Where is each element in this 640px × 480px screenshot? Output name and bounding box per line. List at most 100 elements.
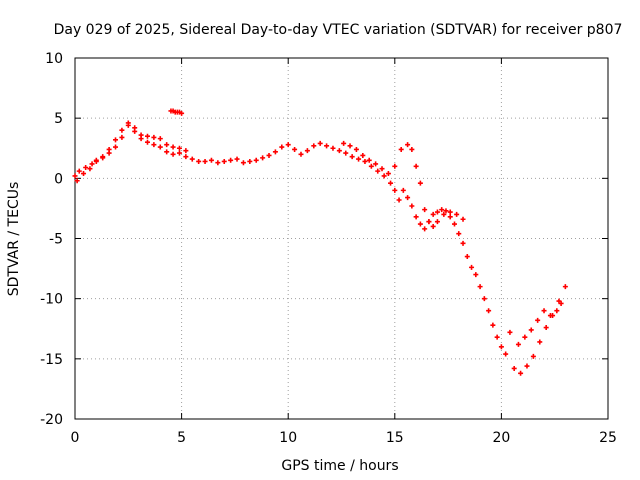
data-point-s1-30	[413, 163, 419, 169]
data-point-s1-20	[353, 146, 359, 152]
data-point-s0-69	[469, 264, 475, 270]
data-point-s0-61	[434, 209, 440, 215]
data-point-s2-16	[515, 341, 521, 347]
data-point-s2-15	[522, 334, 528, 340]
data-point-s1-5	[106, 150, 112, 156]
data-point-s0-2	[83, 165, 89, 171]
data-point-s0-56	[413, 214, 419, 220]
data-point-s0-63	[443, 208, 449, 214]
data-point-s0-31	[266, 152, 272, 158]
data-point-s0-12	[144, 139, 150, 145]
data-point-s0-58	[422, 226, 428, 232]
y-axis-label: SDTVAR / TECUs	[6, 182, 22, 297]
data-point-s2-10	[554, 308, 560, 314]
data-point-s0-72	[481, 296, 487, 302]
data-point-s0-38	[311, 143, 317, 149]
series-0	[72, 122, 513, 357]
data-point-s2-13	[535, 317, 541, 323]
data-point-s1-21	[360, 152, 366, 158]
data-point-s1-23	[373, 161, 379, 167]
data-point-s0-19	[189, 156, 195, 162]
data-point-s1-13	[157, 136, 163, 142]
data-point-s0-25	[228, 157, 234, 163]
data-points	[72, 108, 568, 376]
data-point-s0-46	[362, 158, 368, 164]
y-tick-label-3: -5	[49, 232, 63, 248]
data-point-s1-9	[132, 125, 138, 131]
data-point-s1-4	[100, 154, 106, 160]
data-point-s0-78	[507, 329, 513, 335]
grid-lines	[75, 58, 608, 419]
data-point-s0-51	[392, 187, 398, 193]
data-point-s0-0	[72, 173, 78, 179]
data-point-s0-49	[381, 173, 387, 179]
y-tick-label-0: -20	[40, 412, 63, 428]
data-point-s2-4	[537, 339, 543, 345]
data-point-s1-11	[144, 133, 150, 139]
axis-ticks	[74, 57, 609, 420]
data-point-s2-12	[541, 308, 547, 314]
data-point-s0-44	[349, 154, 355, 160]
data-point-s0-39	[317, 140, 323, 146]
data-point-s0-30	[260, 155, 266, 161]
data-point-s1-29	[409, 146, 415, 152]
data-point-s0-29	[253, 157, 259, 163]
y-tick-label-6: 10	[45, 51, 63, 67]
data-point-s1-3	[93, 158, 99, 164]
data-point-s0-36	[298, 151, 304, 157]
data-point-s0-54	[405, 195, 411, 201]
y-tick-label-1: -15	[40, 352, 63, 368]
data-point-s1-33	[426, 219, 432, 225]
data-point-s2-9	[558, 300, 564, 306]
data-point-s0-55	[409, 203, 415, 209]
data-point-s1-25	[385, 171, 391, 177]
data-point-s0-33	[279, 144, 285, 150]
data-point-s0-7	[113, 137, 119, 143]
data-point-s1-19	[347, 143, 353, 149]
chart-title: Day 029 of 2025, Sidereal Day-to-day VTE…	[54, 22, 623, 38]
data-point-s0-32	[272, 149, 278, 155]
data-point-s1-24	[379, 166, 385, 172]
data-point-s1-15	[170, 144, 176, 150]
data-point-s0-14	[157, 144, 163, 150]
data-point-s0-23	[215, 160, 221, 166]
data-point-s0-22	[208, 157, 214, 163]
data-point-s1-27	[398, 146, 404, 152]
data-point-s0-77	[503, 351, 509, 357]
data-point-s1-36	[441, 211, 447, 217]
data-point-s0-17	[176, 150, 182, 156]
data-point-s0-50	[388, 180, 394, 186]
data-point-s0-40	[324, 143, 330, 149]
data-point-s1-34	[430, 223, 436, 229]
data-point-s1-28	[405, 142, 411, 148]
data-point-s0-74	[490, 322, 496, 328]
data-point-s0-57	[417, 221, 423, 227]
data-point-s0-1	[76, 168, 82, 174]
data-point-s1-12	[151, 134, 157, 140]
data-point-s2-0	[511, 365, 517, 371]
data-point-s2-11	[547, 313, 553, 319]
data-point-s1-32	[422, 207, 428, 213]
data-point-s3-5	[179, 110, 185, 116]
data-point-s0-66	[456, 231, 462, 237]
data-point-s0-28	[247, 158, 253, 164]
data-point-s1-1	[81, 171, 87, 177]
data-point-s1-39	[460, 216, 466, 222]
data-point-s1-26	[392, 163, 398, 169]
data-point-s0-73	[486, 308, 492, 314]
data-point-s1-0	[74, 178, 80, 184]
x-tick-label-2: 10	[279, 430, 297, 446]
x-tick-label-1: 5	[177, 430, 186, 446]
y-tick-label-5: 5	[54, 111, 63, 127]
data-point-s1-17	[183, 148, 189, 154]
data-point-s0-75	[494, 334, 500, 340]
data-point-s1-38	[454, 211, 460, 217]
data-point-s0-47	[368, 163, 374, 169]
x-tick-label-0: 0	[71, 430, 80, 446]
data-point-s0-16	[170, 151, 176, 157]
data-point-s2-2	[524, 363, 530, 369]
data-point-s0-53	[400, 187, 406, 193]
data-point-s0-70	[473, 272, 479, 278]
data-point-s0-37	[304, 148, 310, 154]
